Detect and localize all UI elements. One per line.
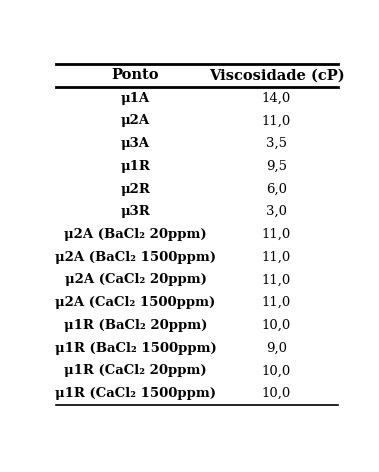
Text: 3,5: 3,5 (266, 137, 287, 150)
Text: μ1R (BaCl₂ 20ppm): μ1R (BaCl₂ 20ppm) (64, 319, 207, 332)
Text: μ3R: μ3R (121, 205, 150, 218)
Text: 11,0: 11,0 (262, 273, 291, 287)
Text: μ2A (CaCl₂ 20ppm): μ2A (CaCl₂ 20ppm) (64, 273, 207, 287)
Text: μ3A: μ3A (121, 137, 150, 150)
Text: 3,0: 3,0 (266, 205, 287, 218)
Text: 10,0: 10,0 (262, 387, 291, 400)
Text: Ponto: Ponto (112, 68, 159, 82)
Text: 6,0: 6,0 (266, 183, 287, 195)
Text: 11,0: 11,0 (262, 251, 291, 264)
Text: 11,0: 11,0 (262, 114, 291, 127)
Text: μ1R: μ1R (121, 160, 150, 173)
Text: μ1R (CaCl₂ 1500ppm): μ1R (CaCl₂ 1500ppm) (55, 387, 216, 400)
Text: 9,0: 9,0 (266, 342, 287, 355)
Text: μ2A (BaCl₂ 1500ppm): μ2A (BaCl₂ 1500ppm) (55, 251, 216, 264)
Text: μ2A (BaCl₂ 20ppm): μ2A (BaCl₂ 20ppm) (64, 228, 207, 241)
Text: μ1A: μ1A (121, 92, 150, 104)
Text: μ2A: μ2A (121, 114, 150, 127)
Text: μ1R (BaCl₂ 1500ppm): μ1R (BaCl₂ 1500ppm) (55, 342, 216, 355)
Text: 10,0: 10,0 (262, 364, 291, 378)
Text: 11,0: 11,0 (262, 296, 291, 309)
Text: μ2R: μ2R (121, 183, 150, 195)
Text: Viscosidade (cP): Viscosidade (cP) (209, 68, 344, 82)
Text: μ1R (CaCl₂ 20ppm): μ1R (CaCl₂ 20ppm) (64, 364, 207, 378)
Text: μ2A (CaCl₂ 1500ppm): μ2A (CaCl₂ 1500ppm) (55, 296, 216, 309)
Text: 10,0: 10,0 (262, 319, 291, 332)
Text: 11,0: 11,0 (262, 228, 291, 241)
Text: 14,0: 14,0 (262, 92, 291, 104)
Text: 9,5: 9,5 (266, 160, 287, 173)
